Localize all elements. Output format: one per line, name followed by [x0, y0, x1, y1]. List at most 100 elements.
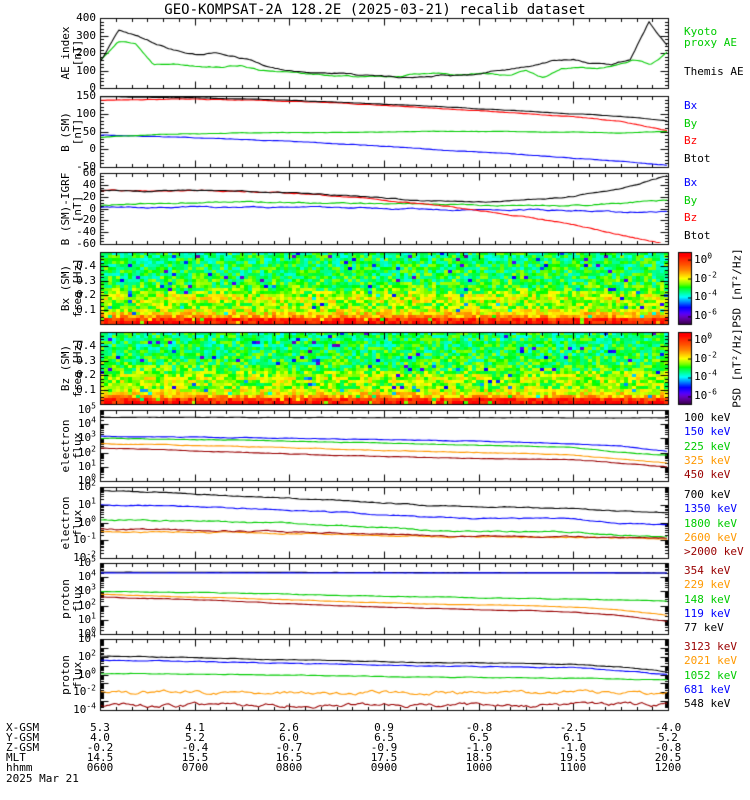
y-tick-label: 100 — [76, 64, 96, 77]
colorbar-tick-label: 10-2 — [694, 270, 717, 285]
bottom-row-value: 4.1 — [185, 721, 205, 734]
colorbar-tick-label: 10-6 — [694, 307, 717, 322]
bottom-row-value: 17.5 — [370, 751, 398, 764]
legend-225-kev: 225 keV — [684, 440, 731, 453]
colorbar-tick-label: 10-4 — [694, 368, 717, 383]
y-tick-label: 0.2 — [76, 288, 96, 301]
y-tick-label: 102 — [77, 648, 96, 663]
y-tick-label: 101 — [77, 496, 96, 511]
y-tick-label: 100 — [77, 514, 96, 529]
legend-2021-kev: 2021 keV — [684, 654, 737, 667]
y-tick-label: 50 — [82, 125, 96, 138]
y-axis-title: B (SM)-IGRF [nT] — [59, 172, 84, 245]
y-tick-label: 0.1 — [76, 303, 96, 316]
y-tick-label: -40 — [76, 225, 96, 238]
bottom-row-value: 1100 — [559, 761, 587, 774]
bottom-row-value: 2.6 — [279, 721, 299, 734]
y-tick-label: 101 — [77, 611, 96, 626]
legend--2000-kev: >2000 keV — [684, 545, 744, 558]
bottom-row-value: 1000 — [465, 761, 493, 774]
y-tick-label: 105 — [77, 554, 96, 569]
legend-681-kev: 681 keV — [684, 683, 731, 696]
y-tick-label: 104 — [77, 630, 96, 645]
y-tick-label: 104 — [77, 415, 96, 430]
legend-1350-kev: 1350 keV — [684, 502, 737, 515]
y-tick-label: -20 — [76, 213, 96, 226]
legend-77-kev: 77 keV — [684, 621, 724, 634]
y-tick-label: 10-2 — [73, 683, 96, 698]
colorbar-tick-label: 100 — [694, 251, 713, 266]
legend-148-kev: 148 keV — [684, 593, 731, 606]
legend-450-kev: 450 keV — [684, 468, 731, 481]
legend-by: By — [684, 117, 698, 130]
bottom-row-value: 6.5 — [469, 731, 489, 744]
colorbar-tick-label: 10-2 — [694, 350, 717, 365]
y-tick-label: 0.3 — [76, 274, 96, 287]
bottom-row-label-z-gsm: Z-GSM — [6, 741, 40, 754]
bottom-row-label-y-gsm: Y-GSM — [6, 731, 40, 744]
bottom-row-value: -0.2 — [86, 741, 114, 754]
y-tick-label: 10-1 — [73, 531, 96, 546]
bottom-row-value: -0.4 — [181, 741, 209, 754]
y-tick-label: 0.2 — [76, 368, 96, 381]
legend-229-kev: 229 keV — [684, 578, 731, 591]
y-tick-label: 102 — [77, 478, 96, 493]
legend-150-kev: 150 keV — [684, 425, 731, 438]
bottom-row-label-mlt: MLT — [6, 751, 26, 764]
y-tick-label: 0 — [89, 202, 96, 215]
legend-700-kev: 700 keV — [684, 488, 731, 501]
legend-themis-ae: Themis AE — [684, 65, 744, 78]
y-tick-label: 105 — [77, 401, 96, 416]
colorbar-tick-label: 100 — [694, 331, 713, 346]
y-axis-title: proton flux — [59, 654, 84, 695]
y-tick-label: 0 — [89, 142, 96, 155]
legend-325-kev: 325 keV — [684, 454, 731, 467]
colorbar-axis-label: PSD [nT²/Hz] — [730, 248, 744, 328]
bottom-row-value: -0.7 — [275, 741, 303, 754]
legend-100-kev: 100 keV — [684, 411, 731, 424]
y-tick-label: 0.4 — [76, 339, 96, 352]
y-tick-label: 0 — [89, 81, 96, 94]
legend-btot: Btot — [684, 152, 711, 165]
y-tick-label: -60 — [76, 237, 96, 250]
bottom-row-value: -1.0 — [465, 741, 493, 754]
bottom-row-value: 6.5 — [374, 731, 394, 744]
y-tick-label: 100 — [77, 472, 96, 487]
legend-kyoto: Kyoto proxy AE — [684, 25, 737, 49]
legend-119-kev: 119 keV — [684, 607, 731, 620]
legend-bz: Bz — [684, 211, 698, 224]
colorbar-axis-label: PSD [nT²/Hz] — [730, 328, 744, 408]
bottom-row-value: 6.0 — [279, 731, 299, 744]
bottom-row-value: -0.8 — [654, 741, 682, 754]
y-tick-label: -50 — [76, 160, 96, 173]
bottom-row-value: 16.5 — [275, 751, 303, 764]
y-tick-label: 150 — [76, 89, 96, 102]
bottom-row-value: 5.3 — [90, 721, 110, 734]
y-axis-title: electron flux — [59, 496, 84, 549]
y-tick-label: 100 — [77, 666, 96, 681]
colorbar-tick-label: 10-4 — [694, 288, 717, 303]
y-tick-label: 60 — [82, 166, 96, 179]
bottom-row-label-x-gsm: X-GSM — [6, 721, 40, 734]
bottom-row-label-hhmm: hhmm — [6, 761, 33, 774]
y-axis-title: Bz (SM) freq [Hz] — [59, 338, 84, 398]
bottom-row-value: 6.1 — [563, 731, 583, 744]
bottom-row-value: 18.5 — [465, 751, 493, 764]
y-axis-title: electron flux — [59, 419, 84, 472]
y-tick-label: 10-2 — [73, 549, 96, 564]
y-axis-title: B (SM) [nT] — [59, 111, 84, 152]
y-axis-title: proton flux — [59, 578, 84, 619]
legend-354-kev: 354 keV — [684, 564, 731, 577]
y-tick-label: 400 — [76, 11, 96, 24]
bottom-row-value: 5.2 — [185, 731, 205, 744]
bottom-row-value: 0800 — [275, 761, 303, 774]
bottom-row-value: 19.5 — [559, 751, 587, 764]
date-label: 2025 Mar 21 — [6, 772, 79, 785]
legend-2600-kev: 2600 keV — [684, 531, 737, 544]
y-tick-label: 102 — [77, 444, 96, 459]
y-axis-title: Bx (SM) freq [Hz] — [59, 258, 84, 318]
y-tick-label: 0.1 — [76, 383, 96, 396]
y-tick-label: 100 — [76, 107, 96, 120]
